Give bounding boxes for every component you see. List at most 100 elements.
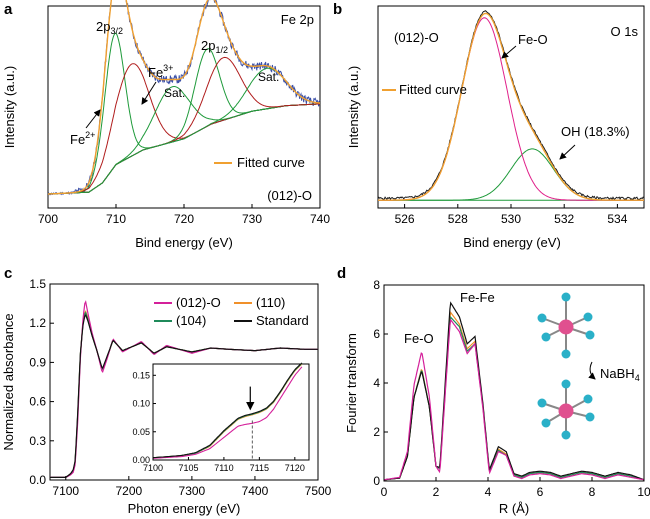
- panel-c-ytick-2: 0.6: [29, 395, 46, 409]
- panel-c-inset-ytick-2: 0.10: [132, 399, 150, 409]
- panel-d-frame: [383, 284, 645, 482]
- panel-d-xtick-2: 4: [485, 485, 492, 499]
- panel-c-inset-frame: [152, 363, 310, 461]
- panel-b-sample-label: (012)-O: [394, 30, 439, 45]
- panel-c-xtick-0: 7100: [52, 484, 79, 498]
- panel-a-annot-fe2: Fe2+: [70, 130, 95, 147]
- panel-b-xtick-4: 534: [607, 212, 627, 226]
- panel-b-oh-peak-line: [378, 148, 644, 201]
- panel-c-inset-series-line-0: [152, 366, 303, 459]
- panel-d-xtick-1: 2: [433, 485, 440, 499]
- mol-bot-ligand-atom-1: [561, 430, 571, 440]
- panel-b-plot: 526 528 530 532 534: [377, 10, 645, 226]
- panel-c-ytick-4: 1.2: [29, 316, 46, 330]
- mol-bot-ligand-atom-4: [541, 418, 551, 428]
- panel-d: d 0 2 4 6 8 10 0 2 4 6 8 Fourier transform R (Å) F…: [337, 265, 650, 516]
- panel-a-legend-label: Fitted curve: [237, 155, 305, 170]
- panel-a-fe2-arrow: [85, 109, 101, 129]
- mol-bot-center-atom: [558, 403, 574, 419]
- panel-c-ytick-5: 1.5: [29, 277, 46, 291]
- panel-a-xtick-2: 720: [174, 212, 194, 226]
- panel-d-annot-feo: Fe-O: [404, 331, 434, 346]
- panel-b-xtick-2: 530: [501, 212, 521, 226]
- panel-c-inset-ytick-3: 0.15: [132, 370, 150, 380]
- panel-d-xtick-4: 8: [589, 485, 596, 499]
- mol-bot-ligand-atom-2: [537, 398, 547, 408]
- panel-c-inset-ytick-1: 0.05: [132, 427, 150, 437]
- panel-c-ylabel: Normalized absorbance: [1, 313, 16, 450]
- panel-b-xtick-0: 526: [395, 212, 415, 226]
- reagent-label: NaBH4: [600, 366, 640, 383]
- panel-d-xlabel: R (Å): [499, 501, 529, 516]
- panel-a-xtick-1: 710: [106, 212, 126, 226]
- panel-c-inset-xtick-2: 7110: [214, 463, 233, 473]
- mol-bot-ligand-atom-0: [561, 379, 571, 389]
- panel-b-ylabel: Intensity (a.u.): [346, 66, 361, 148]
- mol-bot-ligand-atom-3: [583, 394, 593, 404]
- panel-a-xtick-0: 700: [38, 212, 58, 226]
- panel-c-inset-series-line-3: [152, 362, 303, 459]
- panel-a-fitted-line: [48, 0, 320, 195]
- mol-top-ligand-atom-2: [537, 313, 547, 323]
- panel-c-xtick-1: 7200: [115, 484, 142, 498]
- panel-b-title: O 1s: [611, 24, 639, 39]
- panel-c-xlabel: Photon energy (eV): [128, 501, 241, 516]
- panel-d-plot: 0 2 4 6 8 10 0 2 4 6 8: [373, 278, 650, 499]
- molecule-before: [537, 292, 595, 359]
- panel-d-ytick-1: 2: [373, 425, 380, 439]
- mol-top-center-atom: [558, 319, 574, 335]
- panel-b-legend-label: Fitted curve: [399, 82, 467, 97]
- panel-c-ytick-0: 0.0: [29, 473, 46, 487]
- panel-d-series-line-0: [383, 318, 645, 481]
- panel-a-fe3-arrow: [141, 81, 157, 105]
- panel-a-xtick-4: 740: [310, 212, 330, 226]
- panel-b-annot-feo: Fe-O: [518, 32, 548, 47]
- panel-c-frame: [49, 283, 319, 481]
- panel-a-annot-sat2: Sat.: [258, 70, 279, 84]
- panel-c-legend-std: Standard: [256, 313, 309, 328]
- panel-b-feo-arrow: [501, 45, 517, 59]
- panel-d-series-line-3: [383, 301, 645, 481]
- crystal-structure-illustration: NaBH4: [537, 292, 640, 440]
- panel-a-annot-2p32: 2p3/2: [96, 19, 123, 36]
- panel-c-ytick-1: 0.3: [29, 434, 46, 448]
- panel-a-sample-label: (012)-O: [267, 188, 312, 203]
- panel-b-xtick-1: 528: [448, 212, 468, 226]
- panel-d-label: d: [337, 265, 346, 282]
- reaction-arrow: [588, 361, 596, 380]
- panel-a-label: a: [4, 1, 13, 18]
- panel-a-annot-2p12: 2p1/2: [201, 38, 228, 55]
- panel-b-fitted-line: [378, 12, 644, 201]
- mol-top-ligand-atom-1: [561, 349, 571, 359]
- mol-top-ligand-atom-4: [541, 332, 551, 342]
- panel-d-xtick-0: 0: [381, 485, 388, 499]
- panel-c-inset-xtick-4: 7120: [285, 463, 305, 473]
- panel-c-xtick-3: 7400: [242, 484, 269, 498]
- panel-b-annot-oh: OH (18.3%): [561, 124, 630, 139]
- panel-b-xtick-3: 532: [554, 212, 574, 226]
- panel-c-plot: 7100 7200 7300 7400 7500 0.0 0.3 0.6 0.9 1.2 1.5: [29, 277, 331, 498]
- panel-a-title: Fe 2p: [281, 12, 314, 27]
- panel-d-annot-fefe: Fe-Fe: [460, 290, 495, 305]
- panel-c-inset: 7100 7105 7110 7115 7120 0.00 0.05 0.10 0.15: [132, 362, 305, 473]
- panel-b-oh-arrow: [559, 144, 576, 160]
- panel-a-peak-line-2: [48, 86, 321, 195]
- panel-c-inset-ytick-0: 0.00: [132, 455, 150, 465]
- panel-b: b 526 528 530 532 534 Intensity (a.u.) Bind …: [333, 1, 645, 250]
- panel-b-xlabel: Bind energy (eV): [463, 235, 561, 250]
- panel-c-series-line-3: [50, 313, 318, 478]
- panel-a-xtick-3: 730: [242, 212, 262, 226]
- panel-c-ytick-3: 0.9: [29, 355, 46, 369]
- mol-top-ligand-atom-3: [583, 312, 593, 322]
- panel-c-legend-104: (104): [176, 313, 206, 328]
- panel-d-ytick-0: 0: [373, 474, 380, 488]
- mol-top-ligand-atom-5: [585, 330, 595, 340]
- panel-d-ytick-2: 4: [373, 376, 380, 390]
- panel-c-inset-xtick-3: 7115: [250, 463, 269, 473]
- panel-a-ylabel: Intensity (a.u.): [2, 66, 17, 148]
- panel-d-ytick-3: 6: [373, 327, 380, 341]
- panel-c-legend: (012)-O (110) (104) Standard: [154, 295, 309, 328]
- panel-c-legend-110: (110): [256, 295, 285, 310]
- molecule-after: [537, 379, 595, 440]
- panel-c-inset-xtick-0: 7100: [143, 463, 163, 473]
